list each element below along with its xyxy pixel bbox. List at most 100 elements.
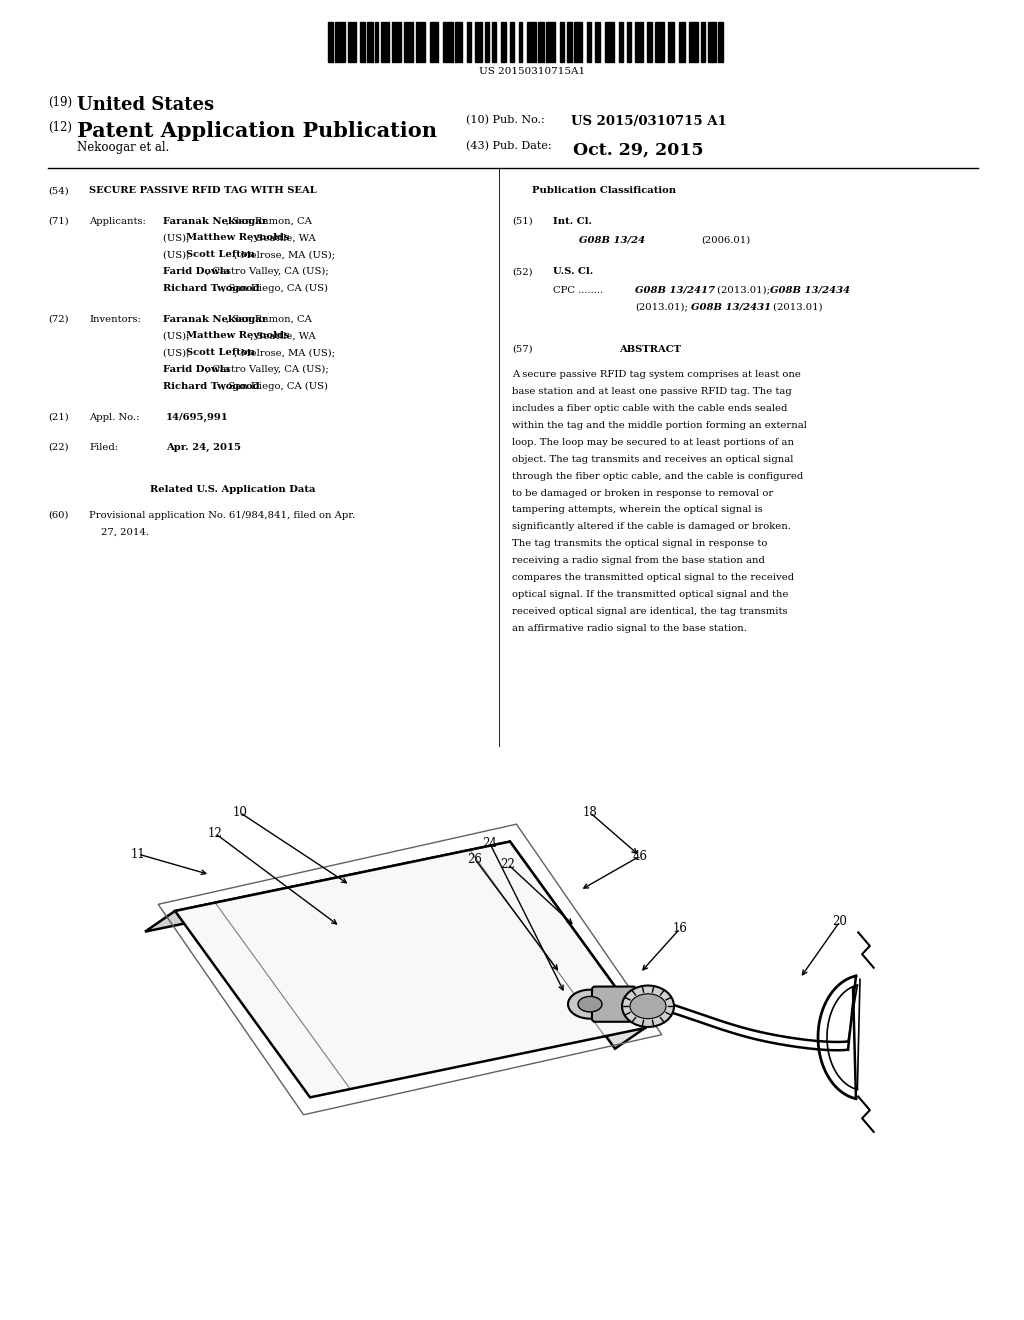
Ellipse shape — [568, 990, 612, 1019]
Text: G08B 13/2417: G08B 13/2417 — [635, 286, 715, 294]
Bar — [485, 22, 489, 62]
Bar — [539, 22, 544, 62]
Bar — [367, 22, 373, 62]
Text: , Melrose, MA (US);: , Melrose, MA (US); — [233, 251, 335, 259]
Bar — [381, 22, 389, 62]
Bar — [620, 22, 624, 62]
Text: (71): (71) — [48, 216, 69, 226]
Text: (US);: (US); — [163, 234, 193, 243]
Text: Apr. 24, 2015: Apr. 24, 2015 — [166, 444, 241, 451]
Text: 24: 24 — [482, 837, 498, 850]
Text: ABSTRACT: ABSTRACT — [620, 345, 681, 354]
Text: (10) Pub. No.:: (10) Pub. No.: — [466, 115, 545, 125]
Ellipse shape — [622, 986, 674, 1027]
Text: Oct. 29, 2015: Oct. 29, 2015 — [573, 141, 705, 158]
Bar — [348, 22, 356, 62]
Bar — [502, 22, 506, 62]
Text: (2006.01): (2006.01) — [701, 235, 751, 244]
Bar — [510, 22, 514, 62]
Bar — [443, 22, 453, 62]
Text: 27, 2014.: 27, 2014. — [101, 528, 150, 536]
Text: SECURE PASSIVE RFID TAG WITH SEAL: SECURE PASSIVE RFID TAG WITH SEAL — [89, 186, 316, 195]
Text: CPC ........: CPC ........ — [553, 286, 603, 294]
Text: 22: 22 — [501, 858, 515, 871]
Text: to be damaged or broken in response to removal or: to be damaged or broken in response to r… — [512, 488, 773, 498]
Polygon shape — [145, 842, 510, 932]
Bar — [467, 22, 471, 62]
Bar — [456, 22, 462, 62]
Text: (51): (51) — [512, 216, 532, 226]
Text: , San Ramon, CA: , San Ramon, CA — [226, 314, 311, 323]
Text: 14/695,991: 14/695,991 — [166, 413, 228, 421]
Bar — [518, 22, 522, 62]
Text: 11: 11 — [131, 847, 145, 861]
Text: , Castro Valley, CA (US);: , Castro Valley, CA (US); — [206, 267, 329, 276]
Text: base station and at least one passive RFID tag. The tag: base station and at least one passive RF… — [512, 387, 792, 396]
Text: (2013.01);: (2013.01); — [714, 286, 770, 294]
Bar — [604, 22, 614, 62]
Text: A secure passive RFID tag system comprises at least one: A secure passive RFID tag system compris… — [512, 371, 801, 379]
Text: 26: 26 — [468, 853, 482, 866]
Bar — [574, 22, 583, 62]
Text: G08B 13/2431: G08B 13/2431 — [691, 302, 771, 312]
Text: , San Diego, CA (US): , San Diego, CA (US) — [222, 381, 328, 391]
Bar — [547, 22, 555, 62]
Text: (22): (22) — [48, 444, 69, 451]
Text: (US);: (US); — [163, 331, 193, 341]
Ellipse shape — [630, 994, 666, 1019]
Text: U.S. Cl.: U.S. Cl. — [553, 267, 593, 276]
Text: 10: 10 — [232, 807, 248, 820]
Text: (21): (21) — [48, 413, 69, 421]
Text: Faranak Nekoogar: Faranak Nekoogar — [163, 216, 267, 226]
Text: (12): (12) — [48, 121, 72, 135]
Bar — [701, 22, 706, 62]
Bar — [335, 22, 345, 62]
Bar — [635, 22, 643, 62]
Text: The tag transmits the optical signal in response to: The tag transmits the optical signal in … — [512, 540, 767, 548]
Bar — [719, 22, 723, 62]
Text: Provisional application No. 61/984,841, filed on Apr.: Provisional application No. 61/984,841, … — [89, 511, 355, 520]
Text: Applicants:: Applicants: — [89, 216, 146, 226]
Bar — [647, 22, 652, 62]
Bar — [359, 22, 365, 62]
Text: (2013.01);: (2013.01); — [635, 302, 688, 312]
Text: an affirmative radio signal to the base station.: an affirmative radio signal to the base … — [512, 624, 746, 632]
Text: (60): (60) — [48, 511, 69, 520]
Text: (52): (52) — [512, 267, 532, 276]
Text: through the fiber optic cable, and the cable is configured: through the fiber optic cable, and the c… — [512, 471, 803, 480]
Text: G08B 13/2434: G08B 13/2434 — [770, 286, 850, 294]
Text: US 20150310715A1: US 20150310715A1 — [479, 67, 586, 77]
Text: Related U.S. Application Data: Related U.S. Application Data — [150, 486, 315, 494]
Text: (19): (19) — [48, 96, 73, 110]
Bar — [475, 22, 481, 62]
Bar — [430, 22, 438, 62]
Text: (US);: (US); — [163, 251, 193, 259]
Bar — [416, 22, 425, 62]
Text: Publication Classification: Publication Classification — [532, 186, 676, 195]
Text: Scott Lefton: Scott Lefton — [186, 251, 255, 259]
Text: Scott Lefton: Scott Lefton — [186, 348, 255, 358]
Text: compares the transmitted optical signal to the received: compares the transmitted optical signal … — [512, 573, 795, 582]
Text: , San Ramon, CA: , San Ramon, CA — [226, 216, 311, 226]
Text: Nekoogar et al.: Nekoogar et al. — [77, 141, 169, 154]
Text: (57): (57) — [512, 345, 532, 354]
Polygon shape — [175, 842, 645, 1097]
Bar — [655, 22, 665, 62]
Text: Farid Dowla: Farid Dowla — [163, 267, 229, 276]
Text: Farid Dowla: Farid Dowla — [163, 366, 229, 374]
FancyBboxPatch shape — [592, 986, 636, 1022]
Text: G08B 13/24: G08B 13/24 — [579, 235, 645, 244]
Text: , Seattle, WA: , Seattle, WA — [250, 234, 315, 243]
Text: Int. Cl.: Int. Cl. — [553, 216, 592, 226]
Text: 16: 16 — [673, 923, 687, 935]
Text: , Castro Valley, CA (US);: , Castro Valley, CA (US); — [206, 366, 329, 375]
Ellipse shape — [578, 997, 602, 1012]
Bar — [595, 22, 600, 62]
Text: Richard Twogood: Richard Twogood — [163, 381, 259, 391]
Text: (2013.01): (2013.01) — [770, 302, 822, 312]
Text: , Seattle, WA: , Seattle, WA — [250, 331, 315, 341]
Bar — [559, 22, 563, 62]
Text: optical signal. If the transmitted optical signal and the: optical signal. If the transmitted optic… — [512, 590, 788, 599]
Bar — [679, 22, 685, 62]
Text: tampering attempts, wherein the optical signal is: tampering attempts, wherein the optical … — [512, 506, 763, 515]
